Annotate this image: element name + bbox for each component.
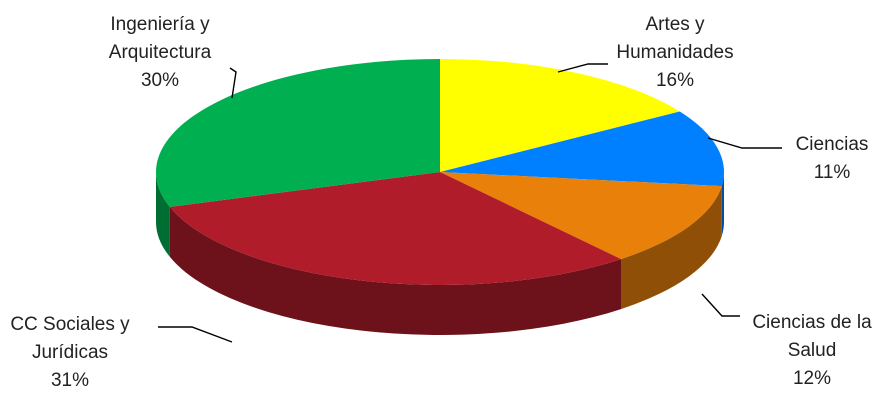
data-label-percent-artes-y-humanidades: 16% (656, 70, 694, 91)
leader-line-ciencias (707, 137, 782, 149)
data-label-percent-ciencias: 11% (814, 162, 851, 183)
slice-cc-sociales-y-juridicas (169, 172, 622, 286)
slice-side-ciencias (721, 172, 724, 237)
data-label-percent-cc-sociales-y-juridicas: 31% (51, 370, 89, 391)
slice-side-ciencias-de-la-salud (621, 186, 722, 310)
slice-side-ingenieria-y-arquitectura (156, 172, 170, 257)
data-label-name-ingenieria-y-arquitectura: Ingeniería y (110, 14, 210, 35)
slice-ciencias-de-la-salud (440, 172, 722, 260)
slice-ingenieria-y-arquitectura (155, 59, 440, 207)
leader-line-artes-y-humanidades (557, 63, 608, 73)
leader-lines (158, 63, 782, 343)
data-label-name-ciencias-de-la-salud: Salud (788, 340, 837, 361)
slice-ciencias (440, 111, 724, 187)
data-label-percent-ingenieria-y-arquitectura: 30% (141, 70, 179, 91)
data-label-percent-ciencias-de-la-salud: 12% (793, 368, 831, 389)
leader-line-ingenieria-y-arquitectura (229, 67, 237, 99)
data-label-name-ingenieria-y-arquitectura: Arquitectura (109, 42, 212, 63)
leader-line-cc-sociales-y-juridicas (158, 326, 233, 343)
data-label-name-artes-y-humanidades: Artes y (645, 14, 705, 35)
slice-artes-y-humanidades (440, 59, 680, 172)
leader-line-ciencias-de-la-salud (701, 293, 740, 317)
data-label-name-artes-y-humanidades: Humanidades (616, 42, 733, 63)
data-label-name-cc-sociales-y-juridicas: Jurídicas (32, 342, 108, 363)
data-label-name-cc-sociales-y-juridicas: CC Sociales y (10, 314, 130, 335)
pie-depth-layer (156, 172, 724, 335)
data-labels: Artes y Humanidades 16% Ciencias 11% Ciencias… (10, 14, 872, 391)
data-label-name-ciencias: Ciencias (796, 134, 869, 155)
pie-top-layer (155, 59, 724, 286)
slice-side-cc-sociales-y-juridicas (169, 206, 622, 335)
data-label-name-ciencias-de-la-salud: Ciencias de la (752, 312, 872, 333)
